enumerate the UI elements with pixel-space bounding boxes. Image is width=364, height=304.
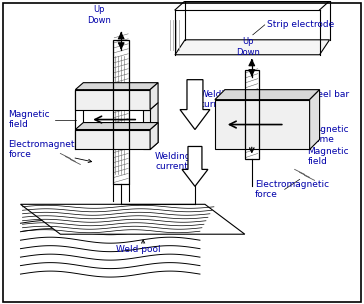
- Text: Welding
current: Welding current: [155, 152, 191, 171]
- Polygon shape: [180, 80, 210, 130]
- Polygon shape: [150, 123, 158, 150]
- Polygon shape: [75, 83, 158, 90]
- Polygon shape: [215, 90, 320, 100]
- Text: Up
Down: Up Down: [87, 5, 111, 25]
- Text: Magnetic
field: Magnetic field: [8, 110, 50, 129]
- Polygon shape: [143, 109, 150, 150]
- Text: Welding
current: Welding current: [200, 90, 237, 109]
- Bar: [113, 40, 129, 184]
- Polygon shape: [75, 90, 150, 109]
- Polygon shape: [20, 204, 245, 234]
- Polygon shape: [182, 147, 208, 186]
- Polygon shape: [150, 83, 158, 109]
- Polygon shape: [215, 100, 310, 150]
- Text: Electromagnetic
force: Electromagnetic force: [255, 180, 329, 199]
- Polygon shape: [310, 90, 320, 150]
- Polygon shape: [175, 40, 329, 55]
- Polygon shape: [75, 123, 158, 130]
- Text: Magnetic
field: Magnetic field: [308, 147, 349, 166]
- Text: Weld pool: Weld pool: [116, 245, 161, 254]
- Bar: [245, 70, 259, 159]
- Text: Steel bar: Steel bar: [308, 90, 349, 99]
- Polygon shape: [75, 130, 150, 150]
- Polygon shape: [150, 103, 158, 150]
- Text: Magnetic
frame: Magnetic frame: [308, 125, 349, 144]
- Text: Strip electrode: Strip electrode: [267, 20, 334, 29]
- Text: Up
Down: Up Down: [236, 37, 260, 57]
- Text: Electromagnetic
force: Electromagnetic force: [8, 140, 83, 159]
